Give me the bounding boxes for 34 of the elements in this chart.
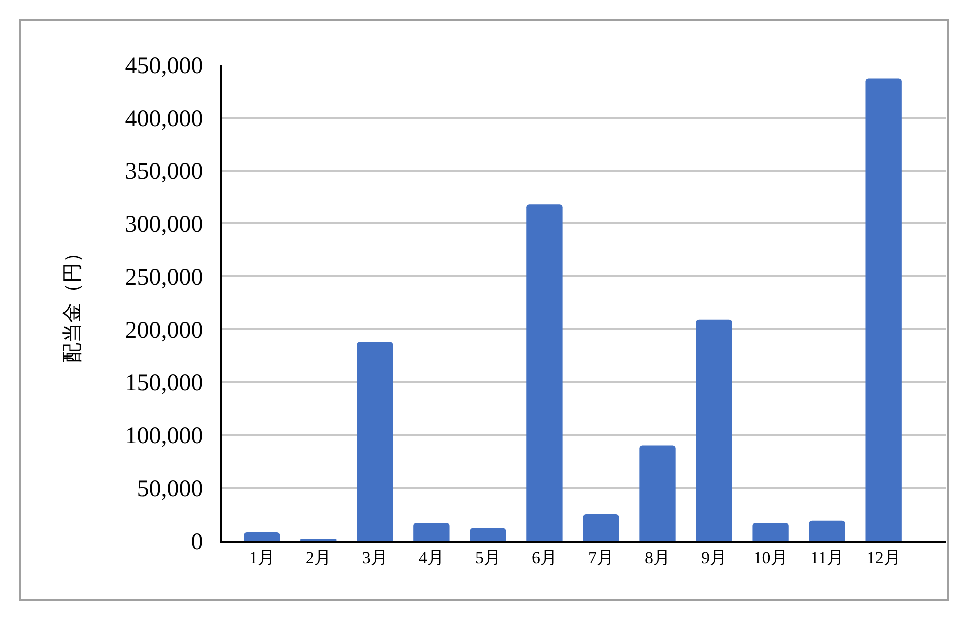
y-tick-label: 0 [191, 529, 204, 556]
bar [583, 514, 620, 541]
x-tick-label: 12月 [866, 548, 901, 568]
bar [470, 528, 506, 541]
x-tick-label: 7月 [588, 548, 614, 568]
x-tick-label: 2月 [306, 548, 332, 568]
y-tick-label: 350,000 [125, 159, 204, 186]
y-tick-label: 400,000 [125, 106, 204, 132]
bar [357, 342, 394, 541]
x-tick-label: 11月 [810, 548, 844, 568]
y-tick-label: 150,000 [125, 370, 204, 397]
y-tick-label: 50,000 [137, 476, 204, 503]
x-tick-label: 10月 [754, 548, 788, 568]
x-tick-label: 6月 [532, 548, 558, 568]
bar [244, 532, 280, 541]
bar [752, 523, 789, 541]
bar [414, 523, 450, 541]
x-tick-label: 4月 [418, 548, 444, 568]
bar [526, 204, 563, 541]
y-tick-label: 250,000 [125, 264, 204, 291]
bar [640, 446, 676, 541]
x-tick-label: 3月 [362, 548, 388, 568]
x-tick-label: 1月 [249, 548, 275, 568]
x-tick-label: 9月 [702, 548, 728, 568]
y-tick-label: 200,000 [125, 318, 204, 344]
x-tick-label: 5月 [475, 548, 501, 568]
x-tick-label: 8月 [645, 548, 671, 568]
y-tick-label: 100,000 [125, 424, 204, 450]
y-tick-label: 300,000 [125, 212, 204, 238]
y-axis-title: 配当金（円） [60, 243, 84, 363]
bar [809, 520, 846, 541]
bar [866, 78, 902, 541]
bar [696, 320, 732, 541]
y-tick-label: 450,000 [125, 53, 204, 80]
